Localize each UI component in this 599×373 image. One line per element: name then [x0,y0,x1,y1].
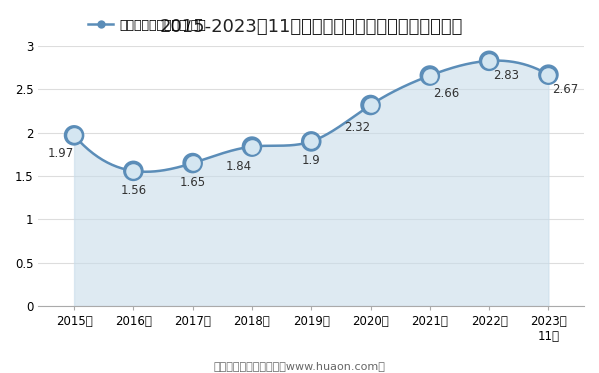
Point [366,102,376,108]
Text: 1.9: 1.9 [302,154,320,167]
Point [307,138,316,144]
Point [188,160,198,166]
Point [366,102,376,108]
Text: 1.97: 1.97 [48,147,74,160]
Point [307,138,316,144]
Title: 2015-2023年11月大连商品交易所玉米期货成交均价: 2015-2023年11月大连商品交易所玉米期货成交均价 [159,18,463,36]
Text: 2.83: 2.83 [493,69,519,82]
Point [425,73,435,79]
Text: 1.56: 1.56 [120,184,146,197]
Text: 2.67: 2.67 [552,83,578,96]
Point [247,144,257,150]
Point [129,168,138,174]
Point [485,58,494,64]
Text: 制图：华经产业研究院（www.huaon.com）: 制图：华经产业研究院（www.huaon.com） [214,361,385,371]
Text: 1.65: 1.65 [180,176,205,189]
Text: 1.84: 1.84 [226,160,252,173]
Point [188,160,198,166]
Point [129,168,138,174]
Point [69,132,79,138]
Point [425,73,435,79]
Text: 2.66: 2.66 [433,87,459,100]
Point [485,58,494,64]
Legend: 期货成交均价（万元/手）: 期货成交均价（万元/手） [89,19,207,32]
Point [247,144,257,150]
Point [69,132,79,138]
Point [544,72,553,78]
Point [544,72,553,78]
Text: 2.32: 2.32 [344,120,371,134]
